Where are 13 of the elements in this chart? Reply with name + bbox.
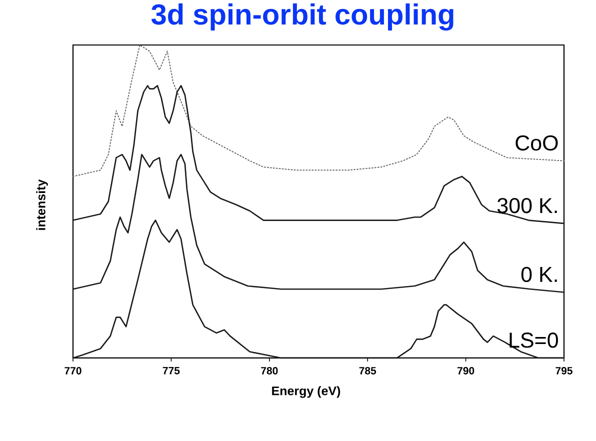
x-tick-label: 775 bbox=[162, 367, 180, 374]
x-tick-label: 785 bbox=[359, 367, 376, 374]
y-axis-title: intensity bbox=[36, 179, 48, 230]
x-tick-label: 795 bbox=[556, 367, 572, 374]
series-label: 300 K. bbox=[497, 198, 557, 214]
x-tick-label: 790 bbox=[458, 367, 474, 374]
series-label: CoO bbox=[516, 135, 558, 151]
x-tick-label: 770 bbox=[64, 367, 82, 374]
chart-title: 3d spin-orbit coupling bbox=[151, 3, 454, 31]
series-label: 0 K. bbox=[521, 266, 557, 282]
x-tick-label: 780 bbox=[261, 367, 278, 374]
x-axis-title: Energy (eV) bbox=[272, 386, 340, 398]
series-label: LS=0 bbox=[510, 332, 558, 348]
